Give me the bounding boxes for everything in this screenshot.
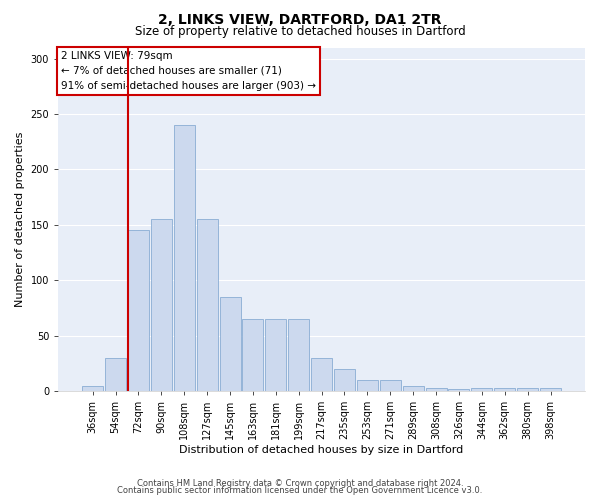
Bar bbox=[540, 388, 561, 391]
Bar bbox=[128, 230, 149, 391]
Bar bbox=[174, 125, 195, 391]
Text: 2 LINKS VIEW: 79sqm
← 7% of detached houses are smaller (71)
91% of semi-detache: 2 LINKS VIEW: 79sqm ← 7% of detached hou… bbox=[61, 51, 316, 90]
Bar bbox=[357, 380, 378, 391]
Text: Contains public sector information licensed under the Open Government Licence v3: Contains public sector information licen… bbox=[118, 486, 482, 495]
Bar bbox=[220, 297, 241, 391]
Bar bbox=[425, 388, 446, 391]
Bar bbox=[242, 319, 263, 391]
Bar bbox=[82, 386, 103, 391]
Bar bbox=[448, 389, 469, 391]
Text: 2, LINKS VIEW, DARTFORD, DA1 2TR: 2, LINKS VIEW, DARTFORD, DA1 2TR bbox=[158, 12, 442, 26]
Bar bbox=[265, 319, 286, 391]
Bar bbox=[197, 220, 218, 391]
Bar bbox=[380, 380, 401, 391]
Bar bbox=[403, 386, 424, 391]
Bar bbox=[334, 369, 355, 391]
Bar bbox=[494, 388, 515, 391]
Text: Size of property relative to detached houses in Dartford: Size of property relative to detached ho… bbox=[134, 25, 466, 38]
Bar bbox=[472, 388, 493, 391]
Bar bbox=[105, 358, 126, 391]
Text: Contains HM Land Registry data © Crown copyright and database right 2024.: Contains HM Land Registry data © Crown c… bbox=[137, 478, 463, 488]
Bar bbox=[151, 220, 172, 391]
Bar bbox=[288, 319, 309, 391]
Bar bbox=[311, 358, 332, 391]
Bar bbox=[517, 388, 538, 391]
X-axis label: Distribution of detached houses by size in Dartford: Distribution of detached houses by size … bbox=[179, 445, 464, 455]
Y-axis label: Number of detached properties: Number of detached properties bbox=[15, 132, 25, 307]
